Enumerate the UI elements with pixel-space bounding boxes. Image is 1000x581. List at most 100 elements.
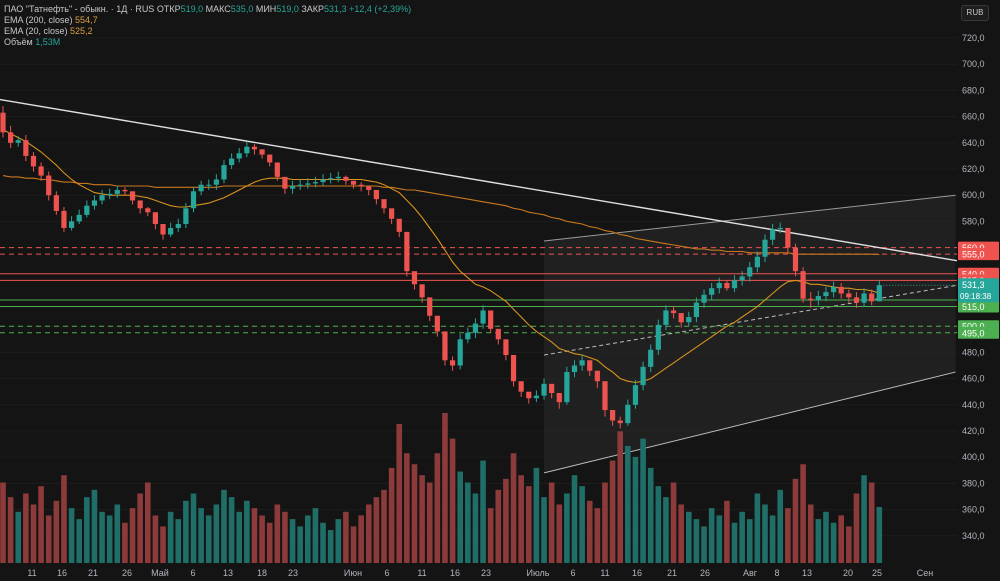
candle: [61, 206, 67, 232]
candle-body: [571, 365, 578, 373]
candle: [632, 379, 639, 409]
volume-bar: [434, 453, 441, 563]
candle-body: [716, 282, 722, 289]
candle-body: [648, 349, 654, 367]
candle: [602, 381, 608, 417]
candle-body: [777, 227, 783, 230]
candle: [259, 149, 265, 159]
candle-body: [221, 165, 227, 180]
volume-bar: [45, 515, 52, 563]
candle-body: [846, 293, 852, 298]
volume-bar: [358, 515, 364, 563]
volume-value: 1,53M: [35, 37, 61, 47]
high-label: МАКС: [205, 4, 231, 14]
candle-body: [869, 293, 875, 302]
candle: [396, 218, 402, 238]
volume-bar: [868, 482, 875, 563]
volume-bar: [282, 511, 288, 563]
open-label: ОТКР: [156, 4, 181, 14]
price-tick-label: 380,0: [962, 478, 985, 488]
candle: [411, 271, 418, 290]
candle-body: [38, 166, 44, 176]
candle: [305, 178, 311, 189]
candle-body: [488, 310, 494, 329]
price-tick-label: 340,0: [962, 531, 985, 541]
candle-body: [282, 176, 288, 189]
volume-bar: [754, 493, 761, 563]
volume-bar: [708, 508, 715, 563]
price-tick-label: 600,0: [962, 190, 985, 200]
volume-bar: [465, 482, 471, 563]
candle-body: [411, 271, 418, 285]
candle: [724, 280, 730, 291]
volume-row[interactable]: Объём 1,53M: [4, 37, 411, 48]
currency-button[interactable]: RUB: [961, 5, 989, 21]
candle: [693, 297, 700, 323]
candle: [655, 319, 661, 356]
candle: [274, 162, 280, 181]
time-tick-label: 8: [774, 568, 779, 578]
open-value: 519,0: [180, 4, 204, 14]
price-tick-label: 720,0: [962, 33, 985, 43]
candle-body: [594, 370, 600, 382]
candle-body: [663, 310, 669, 325]
candle-body: [297, 184, 303, 187]
candle-body: [427, 297, 433, 316]
candle-body: [434, 315, 440, 332]
candle: [312, 176, 319, 188]
candle-body: [206, 184, 212, 186]
candle: [739, 271, 745, 286]
volume-bar: [602, 482, 608, 563]
level-tag-label: 495,0: [962, 328, 985, 338]
candle-body: [724, 282, 730, 289]
candle: [549, 383, 555, 399]
candle-body: [678, 313, 684, 323]
candle-body: [709, 288, 715, 295]
level-tag-box: [958, 248, 999, 261]
candle-body: [381, 199, 387, 209]
price-tick-label: 700,0: [962, 59, 985, 69]
time-tick-label: Июль: [527, 568, 550, 578]
candle-body: [754, 256, 760, 268]
symbol-name[interactable]: ПАО "Татнефть" - обыкн. · 1Д · RUS: [4, 4, 155, 14]
candle-body: [373, 189, 379, 200]
volume-bar: [678, 504, 684, 563]
candle-body: [175, 224, 181, 228]
volume-bar: [373, 497, 380, 563]
candle-body: [579, 360, 585, 366]
time-tick-label: 16: [57, 568, 67, 578]
channel-fill: [544, 195, 956, 473]
volume-bar: [861, 475, 867, 563]
trend-lines[interactable]: [0, 98, 958, 262]
candle: [526, 391, 532, 404]
volume-bar: [800, 464, 806, 563]
candle-body: [823, 292, 829, 297]
candle-body: [495, 328, 501, 340]
ema20-row[interactable]: EMA (20, close) 525,2: [4, 26, 411, 37]
candle: [442, 331, 448, 366]
volume-bar: [541, 497, 547, 563]
candle-body: [800, 271, 806, 299]
candle-body: [587, 360, 593, 371]
time-tick-label: 16: [450, 568, 460, 578]
volume-bar: [312, 508, 319, 563]
candle: [122, 187, 128, 196]
candle: [419, 284, 425, 303]
candle-body: [472, 323, 479, 333]
time-axis[interactable]: 11 16 21 26 Май 6 13 18 23 Июн 6 11 16 23 Июль 6 11 16 21 2…: [0, 563, 1000, 581]
candle: [328, 172, 334, 184]
candle-body: [564, 372, 570, 403]
volume-bar: [632, 456, 639, 563]
volume-bar: [61, 475, 67, 563]
candle-body: [99, 195, 105, 201]
candle: [716, 277, 722, 294]
ema200-row[interactable]: EMA (200, close) 554,7: [4, 15, 411, 26]
candle: [99, 189, 105, 205]
candle-body: [305, 183, 311, 185]
volume-bar: [7, 497, 14, 563]
volume-bar: [838, 515, 844, 563]
horizontal-levels[interactable]: [0, 247, 957, 334]
ema20-line: [2, 129, 880, 384]
time-tick-label: 23: [288, 568, 298, 578]
